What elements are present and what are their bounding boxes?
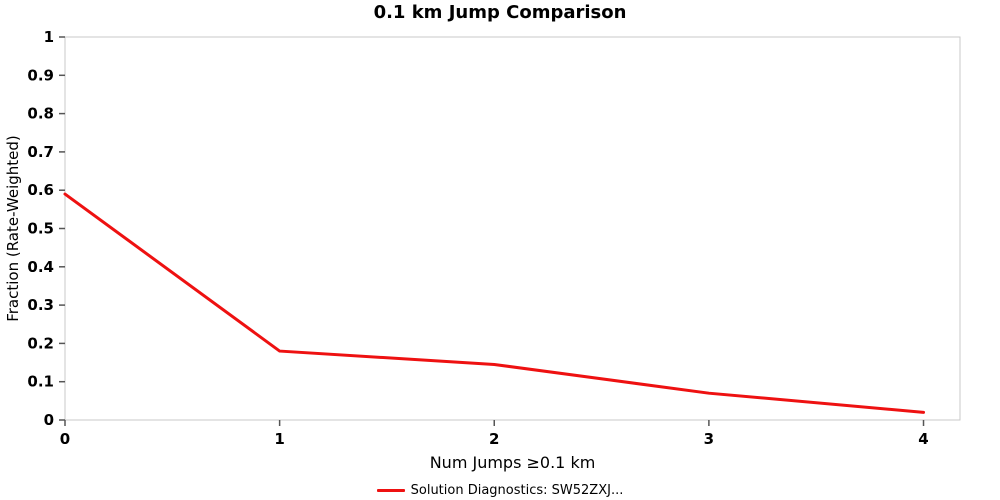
y-tick-label: 0.5	[27, 220, 54, 238]
x-tick-label: 0	[60, 430, 70, 448]
x-axis-label: Num Jumps ≥0.1 km	[430, 453, 596, 472]
chart-title: 0.1 km Jump Comparison	[373, 2, 627, 23]
y-tick-label: 0.8	[27, 105, 54, 123]
y-tick-label: 0.4	[27, 258, 54, 276]
x-tick-label: 2	[489, 430, 499, 448]
y-tick-label: 0	[44, 411, 54, 429]
y-tick-label: 0.3	[27, 296, 54, 314]
x-tick-label: 4	[918, 430, 928, 448]
y-tick-label: 0.1	[27, 373, 54, 391]
y-tick-label: 1	[44, 28, 54, 46]
legend: Solution Diagnostics: SW52ZXJ...	[0, 483, 1000, 498]
plot-border	[64, 36, 961, 421]
y-tick-label: 0.7	[27, 143, 54, 161]
series-line	[63, 192, 926, 414]
legend-label: Solution Diagnostics: SW52ZXJ...	[410, 483, 624, 498]
y-tick-label: 0.2	[27, 334, 54, 352]
y-tick-label: 0.9	[27, 66, 54, 84]
y-axis-label: Fraction (Rate-Weighted)	[4, 135, 22, 322]
x-tick-label: 3	[704, 430, 714, 448]
legend-line-swatch	[376, 489, 405, 492]
y-tick-label: 0.6	[27, 181, 54, 199]
x-tick-label: 1	[274, 430, 284, 448]
